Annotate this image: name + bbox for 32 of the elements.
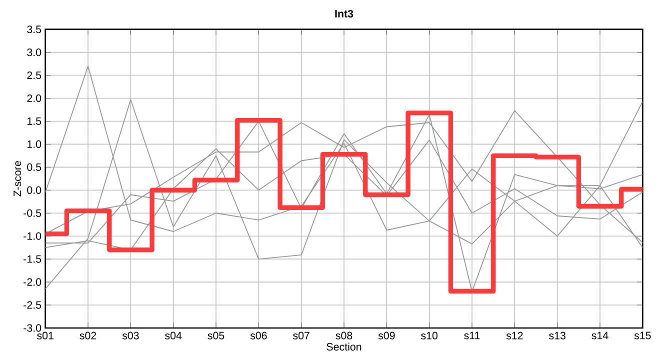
x-tick-label: s10 [421, 332, 438, 340]
x-tick-label: s06 [250, 332, 267, 340]
y-tick-label: 2.0 [27, 94, 42, 102]
y-tick-label: -2.5 [24, 301, 42, 309]
y-tick-label: 2.5 [27, 72, 42, 80]
y-tick-label: -3.0 [24, 324, 42, 332]
x-tick-label: s02 [80, 332, 96, 340]
chart-title: Int3 [335, 10, 354, 18]
x-tick-label: s01 [37, 332, 54, 340]
y-tick-label: 0.0 [27, 186, 42, 194]
x-tick-label: s04 [165, 332, 182, 340]
y-tick-label: -2.0 [24, 278, 42, 286]
y-tick-label: -0.5 [24, 209, 42, 217]
x-tick-label: s15 [634, 332, 651, 340]
y-tick-label: 1.0 [28, 140, 42, 148]
x-tick-label: s11 [464, 332, 480, 340]
y-tick-label: 3.5 [27, 26, 42, 34]
x-tick-label: s07 [293, 332, 310, 340]
x-axis-title: Section [326, 342, 362, 351]
y-tick-label: 1.5 [28, 118, 42, 125]
x-tick-label: s05 [208, 332, 224, 340]
x-tick-label: s13 [549, 332, 566, 340]
x-tick-label: s09 [378, 332, 395, 340]
x-tick-label: s12 [506, 332, 523, 340]
y-tick-label: 3.0 [27, 48, 42, 56]
y-tick-label: 0.5 [27, 163, 42, 171]
y-tick-label: -1.5 [24, 255, 42, 263]
x-tick-label: s03 [122, 332, 139, 340]
x-tick-label: s08 [336, 332, 352, 340]
x-tick-label: s14 [592, 332, 608, 340]
y-axis-title: Z-score [14, 161, 22, 196]
y-tick-label: -1.0 [24, 232, 42, 240]
